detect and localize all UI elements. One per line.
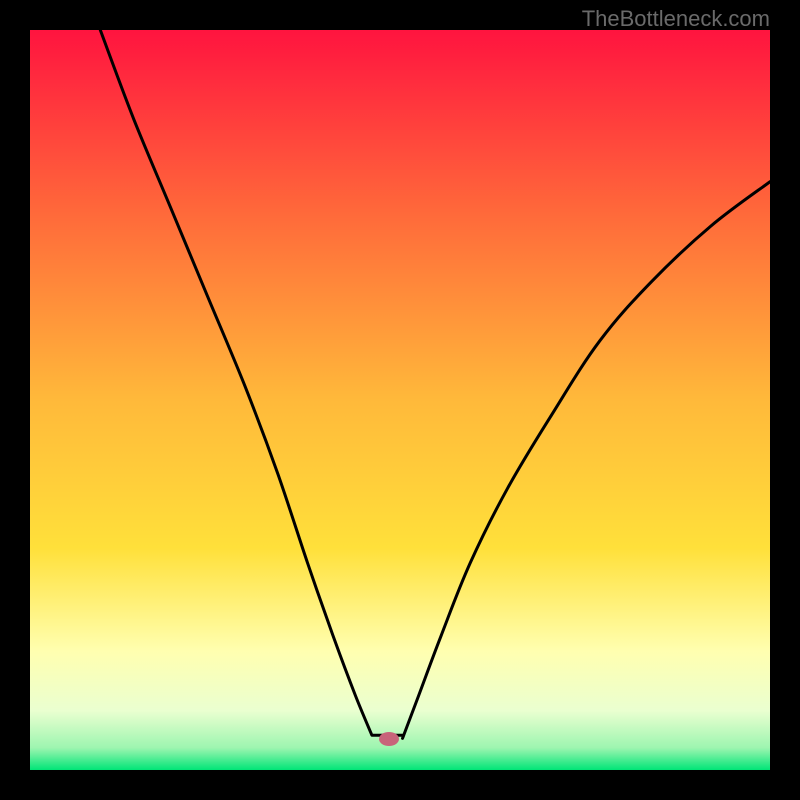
plot-area <box>30 30 770 770</box>
bottleneck-curve <box>100 30 770 738</box>
curve-svg <box>30 30 770 770</box>
optimum-marker <box>379 732 399 746</box>
watermark-text: TheBottleneck.com <box>582 6 770 32</box>
